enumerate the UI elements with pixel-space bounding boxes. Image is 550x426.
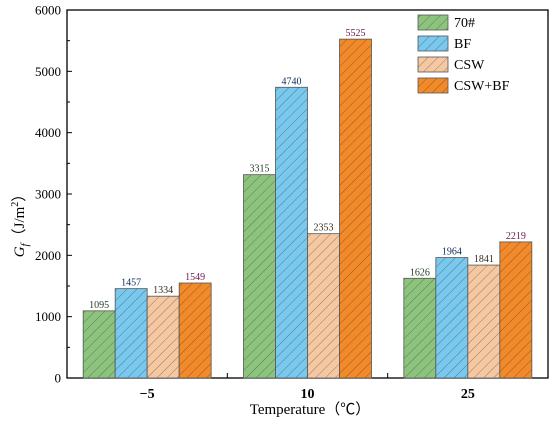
y-tick-label: 0 [55,371,62,386]
legend-swatch-hatch [417,56,449,73]
y-axis-title-superscript: 2 [10,202,21,207]
data-label: 2353 [314,223,334,234]
legend-swatch-hatch [417,77,449,94]
data-label: 1334 [153,285,173,296]
legend: 70# BF CSW CSW+BF [417,14,510,94]
legend-swatch-hatch [417,14,449,31]
y-tick-label: 1000 [35,309,61,324]
y-axis-title-symbol: G [12,246,28,257]
data-label: 1095 [89,300,109,311]
y-axis-title: Gf（J/m2） [10,187,31,258]
data-label: 2219 [506,231,526,242]
x-tick-label: 10 [301,387,315,402]
y-axis-title-subscript: f [19,241,31,246]
data-label: 1964 [442,247,462,258]
data-labels-group: 1095 1457 1334 1549 3315 4740 2353 5525 1626 1964… [89,28,526,311]
bar-hatch [499,241,533,379]
bar-hatch [339,38,372,379]
bar-hatch [82,310,116,379]
y-axis-title-close: ） [11,187,28,202]
y-tick-label: 5000 [35,64,61,79]
y-tick-label: 6000 [35,3,61,18]
y-tick-label: 3000 [35,187,61,202]
legend-label: 70# [454,16,475,31]
data-label: 1549 [185,272,205,283]
legend-label: CSW [454,58,485,73]
data-label: 1626 [410,267,430,278]
x-axis-ticks: −5 10 25 [140,373,475,402]
bar-hatch [243,174,276,379]
data-label: 3315 [250,164,270,175]
legend-label: BF [454,37,471,52]
x-tick-label: −5 [140,387,155,402]
data-label: 5525 [346,28,366,39]
bar-hatch [307,233,340,379]
bar-hatch [114,288,148,379]
legend-swatch-hatch [417,35,449,52]
bar-hatch [178,282,212,379]
data-label: 4740 [282,76,302,87]
y-tick-label: 4000 [35,125,61,140]
bar-hatch [146,295,180,379]
y-tick-label: 2000 [35,248,61,263]
bars-group [82,38,533,379]
bar-hatch [403,277,437,379]
x-axis-title: Temperature（℃） [250,401,371,418]
bar-hatch [467,264,501,379]
x-tick-label: 25 [461,387,475,402]
bar-hatch [435,257,469,379]
bar-hatch [275,86,308,379]
data-label: 1457 [121,278,141,289]
data-label: 1841 [474,254,494,265]
y-axis-ticks: 0 1000 2000 3000 4000 5000 6000 [35,3,72,386]
y-axis-title-unit: （J/m [11,206,28,243]
legend-label: CSW+BF [454,79,510,94]
